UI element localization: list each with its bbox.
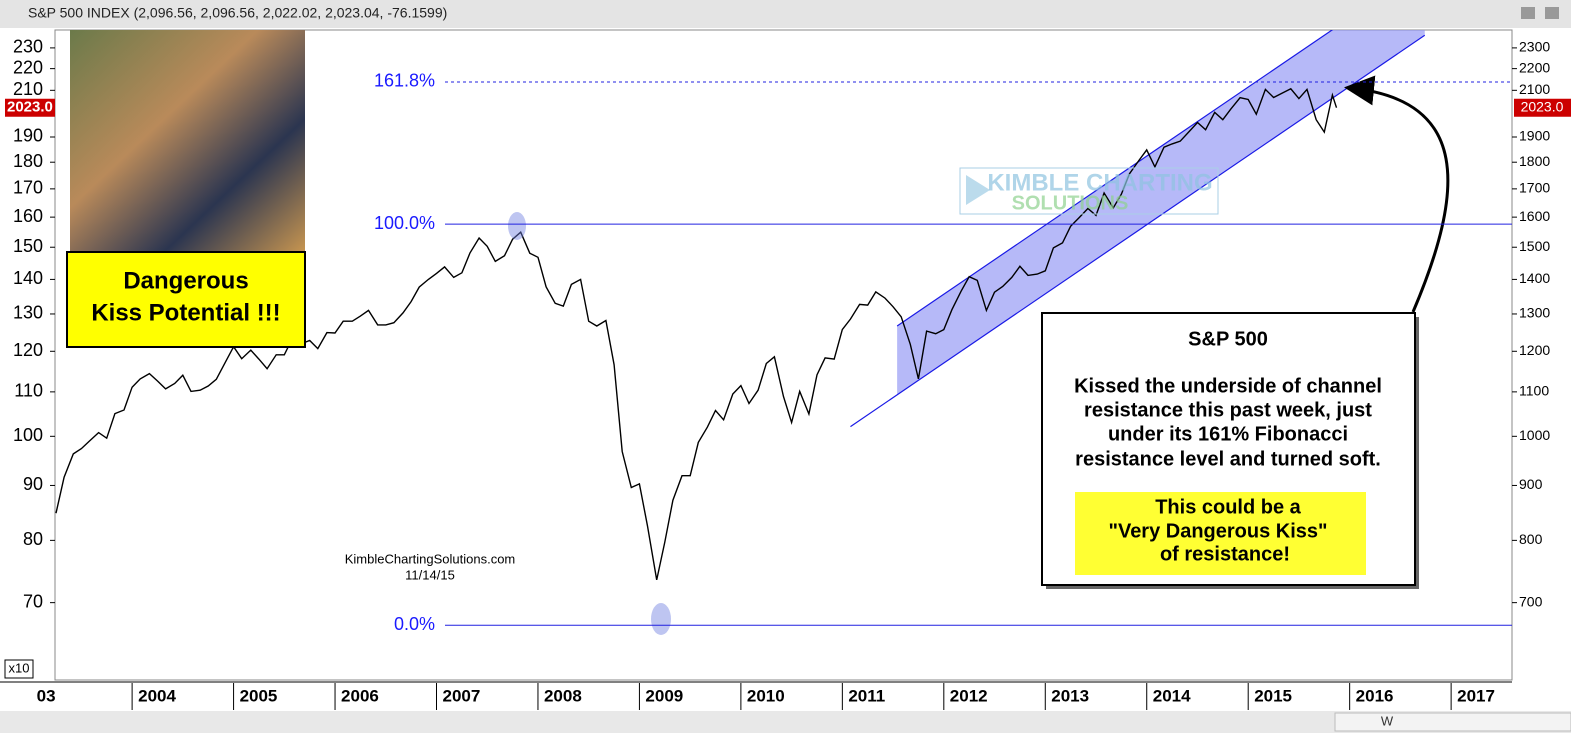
last-price-label: 2023.0 <box>1521 98 1564 114</box>
y-tick-label: 1000 <box>1519 427 1550 443</box>
y2-tick-label: 220 <box>13 57 43 77</box>
x-tick-label: 2004 <box>138 686 176 705</box>
watermark-frame <box>959 167 1219 215</box>
note-line: resistance this past week, just <box>1084 399 1372 421</box>
x-tick-label: 2014 <box>1153 686 1191 705</box>
callout-text: Dangerous <box>123 267 248 294</box>
y-tick-label: 1100 <box>1519 383 1549 399</box>
last-price-box <box>5 98 55 117</box>
note-highlight-text: This could be a <box>1155 496 1301 518</box>
plot-frame <box>54 29 1513 681</box>
note-line: under its 161% Fibonacci <box>1108 423 1348 445</box>
y2-tick-label: 120 <box>13 340 43 360</box>
note-highlight-text: of resistance! <box>1160 543 1290 565</box>
y2-tick-label: 160 <box>13 206 43 226</box>
y2-tick-label: 170 <box>13 178 43 198</box>
y2-tick-label: 100 <box>13 425 43 445</box>
y2-tick-label: 230 <box>13 37 43 57</box>
date-text: 11/14/15 <box>405 567 455 582</box>
watermark: SOLUTIONS <box>1012 192 1129 214</box>
scrollbar <box>0 711 1571 733</box>
photo <box>70 30 305 252</box>
y-tick-label: 1900 <box>1519 128 1550 144</box>
x-tick-label: 2008 <box>544 686 582 705</box>
x-tick-label: 2016 <box>1356 686 1394 705</box>
y-tick-label: 700 <box>1519 593 1543 609</box>
x-tick-label: 2010 <box>747 686 785 705</box>
note-line: resistance level and turned soft. <box>1075 448 1381 470</box>
toolbar <box>1334 712 1571 732</box>
note-highlight <box>1075 492 1366 575</box>
y-tick-label: 1600 <box>1519 208 1550 224</box>
arrow <box>1344 75 1450 313</box>
last-price-box <box>1514 98 1571 117</box>
y2-tick-label: 70 <box>23 591 43 611</box>
price-line <box>55 87 1338 581</box>
x-tick-label: 2011 <box>848 686 885 705</box>
y-tick-label: 1700 <box>1519 180 1550 196</box>
x-tick-label: 2005 <box>240 686 278 705</box>
watermark: KIMBLE CHARTING <box>987 169 1212 196</box>
x-tick-label: 2017 <box>1457 686 1495 705</box>
note-highlight-text: "Very Dangerous Kiss" <box>1108 520 1327 542</box>
y2-tick-label: 150 <box>13 236 43 256</box>
last-price-label: 2023.0 <box>7 99 53 116</box>
x-tick-label: 2006 <box>341 686 379 705</box>
y-tick-label: 2300 <box>1519 39 1550 55</box>
y-tick-label: 2200 <box>1519 59 1550 75</box>
plot-area <box>55 30 1426 581</box>
source-text: KimbleChartingSolutions.com <box>345 551 516 566</box>
channel-line <box>896 30 1334 327</box>
y-tick-label: 1500 <box>1519 238 1550 254</box>
y-tick-label: 1800 <box>1519 153 1550 169</box>
note-line: Kissed the underside of channel <box>1074 375 1382 397</box>
callout-text: Kiss Potential !!! <box>91 299 280 326</box>
x-tick-label: 03 <box>37 686 56 705</box>
y2-unit-label: x10 <box>9 660 30 675</box>
toolbar-label[interactable]: W <box>1381 713 1394 728</box>
window-icon[interactable] <box>1545 7 1559 19</box>
highlight-circle <box>508 212 526 240</box>
y2-tick-label: 110 <box>14 381 43 401</box>
x-tick-label: 2015 <box>1254 686 1292 705</box>
y2-tick-label: 190 <box>13 126 43 146</box>
y2-tick-label: 80 <box>23 529 43 549</box>
y-tick-label: 1400 <box>1519 270 1550 286</box>
y-tick-label: 2100 <box>1519 81 1550 97</box>
note-title: S&P 500 <box>1188 328 1268 350</box>
y-tick-label: 1200 <box>1519 342 1550 358</box>
x-tick-label: 2012 <box>950 686 988 705</box>
channel-line <box>850 34 1426 428</box>
fib-label: 161.8% <box>374 71 435 91</box>
fib-label: 0.0% <box>394 614 435 634</box>
y2-tick-label: 140 <box>13 268 43 288</box>
x-tick-label: 2007 <box>442 686 480 705</box>
y2-tick-label: 180 <box>13 151 43 171</box>
y2-tick-label: 210 <box>13 79 43 99</box>
watermark-logo <box>966 175 990 205</box>
fib-label: 100.0% <box>374 213 435 233</box>
window-icon[interactable] <box>1521 7 1535 19</box>
highlight-circle <box>651 603 671 635</box>
y2-tick-label: 130 <box>13 303 43 323</box>
callout-box <box>66 251 306 348</box>
header-text: S&P 500 INDEX (2,096.56, 2,096.56, 2,022… <box>28 5 447 21</box>
channel-band <box>897 30 1425 395</box>
x-tick-label: 2009 <box>645 686 683 705</box>
y-tick-label: 800 <box>1519 531 1543 547</box>
header-bar <box>0 0 1571 28</box>
y2-tick-label: 90 <box>23 474 43 494</box>
x-tick-label: 2013 <box>1051 686 1089 705</box>
y-tick-label: 900 <box>1519 476 1543 492</box>
unit-box <box>4 659 34 679</box>
y-tick-label: 1300 <box>1519 305 1550 321</box>
